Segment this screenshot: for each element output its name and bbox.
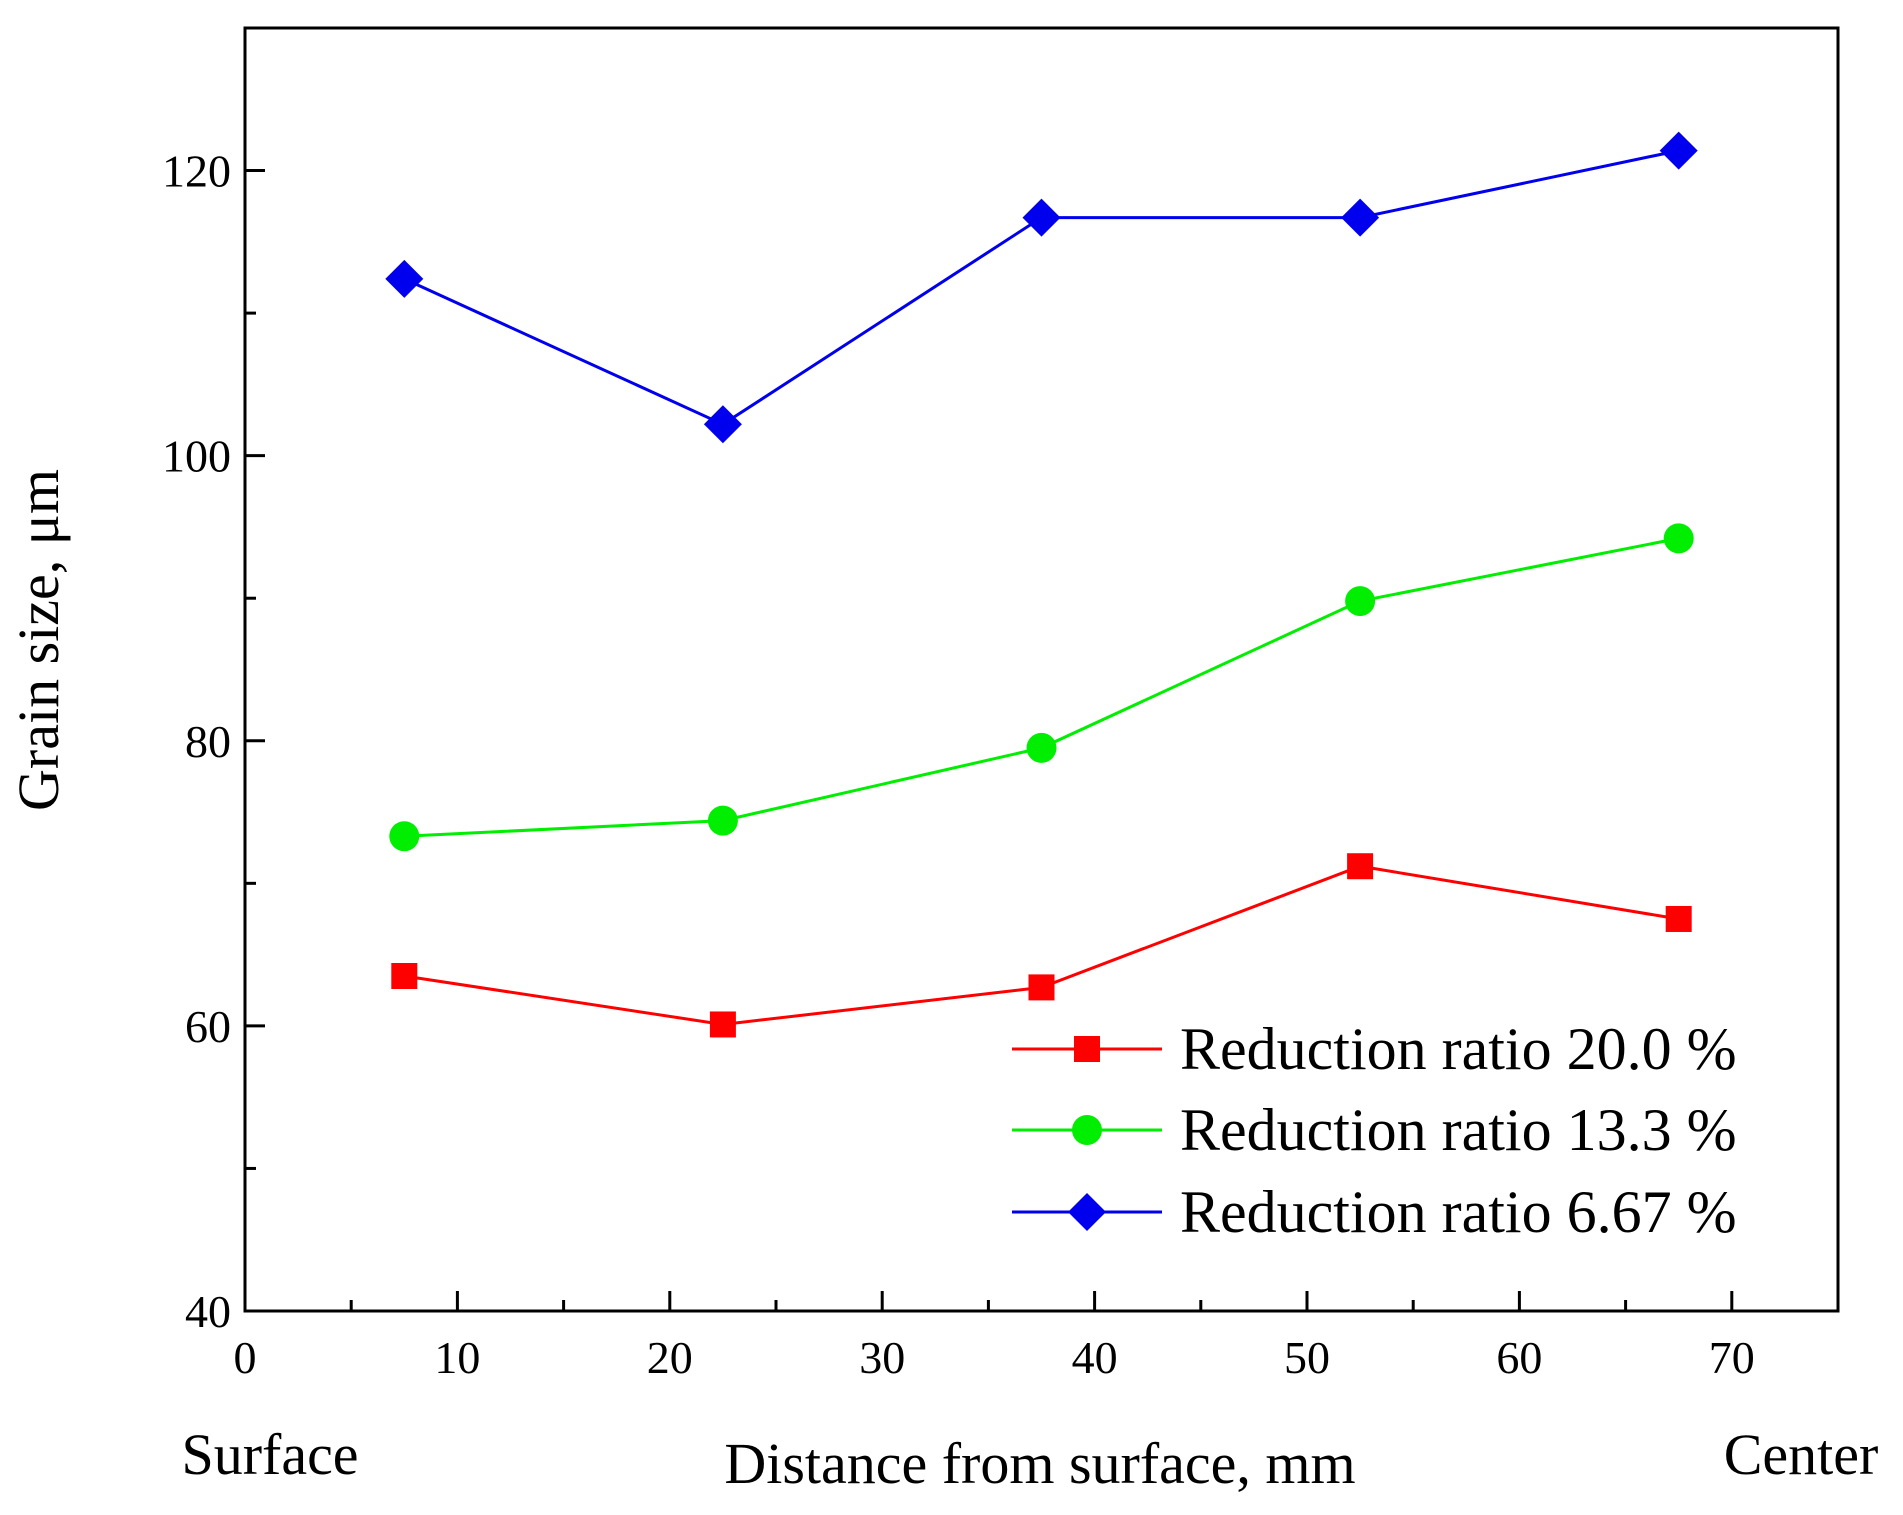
legend-label: Reduction ratio 20.0 % bbox=[1180, 1016, 1737, 1082]
series-layer bbox=[385, 131, 1698, 1038]
legend-marker-square bbox=[1074, 1036, 1100, 1062]
legend: Reduction ratio 20.0 % Reduction ratio 13… bbox=[1012, 1016, 1737, 1245]
series-line bbox=[403, 149, 1680, 427]
legend-label: Reduction ratio 6.67 % bbox=[1180, 1179, 1737, 1245]
data-point-circle bbox=[389, 821, 420, 852]
x-tick-label: 0 bbox=[234, 1332, 257, 1383]
series-circle bbox=[389, 523, 1694, 852]
data-point-diamond bbox=[703, 405, 742, 444]
x-tick-label: 70 bbox=[1709, 1332, 1755, 1383]
series-diamond bbox=[385, 131, 1698, 444]
legend-label: Reduction ratio 13.3 % bbox=[1180, 1097, 1737, 1163]
data-point-diamond bbox=[1341, 198, 1380, 237]
series-line bbox=[404, 536, 1679, 838]
x-tick-label: 10 bbox=[434, 1332, 480, 1383]
x-tick-label: 30 bbox=[859, 1332, 905, 1383]
data-point-diamond bbox=[1659, 131, 1698, 170]
data-point-circle bbox=[1026, 732, 1057, 763]
data-point-circle bbox=[1345, 586, 1376, 617]
plot-frame bbox=[243, 26, 1840, 1313]
data-point-diamond bbox=[1022, 198, 1061, 237]
series-square bbox=[391, 853, 1692, 1038]
legend-marker-diamond bbox=[1068, 1193, 1106, 1231]
x-tick-label: 20 bbox=[647, 1332, 693, 1383]
data-point-square bbox=[1347, 853, 1374, 880]
x-tick-label: 50 bbox=[1284, 1332, 1330, 1383]
legend-marker-circle bbox=[1072, 1115, 1102, 1145]
data-point-diamond bbox=[385, 259, 424, 298]
x-tick-label: 60 bbox=[1496, 1332, 1542, 1383]
x-axis-surface-label: Surface bbox=[181, 1422, 358, 1487]
y-tick-label: 40 bbox=[185, 1286, 231, 1337]
legend-item: Reduction ratio 13.3 % bbox=[1012, 1097, 1737, 1163]
axis-tick-labels: 0 10 20 30 40 50 60 70 40 60 80 100 120 bbox=[162, 146, 1755, 1383]
legend-item: Reduction ratio 6.67 % bbox=[1012, 1179, 1737, 1245]
y-tick-label: 100 bbox=[162, 431, 231, 482]
y-axis-title: Grain size, μm bbox=[6, 469, 71, 811]
axis-ticks bbox=[243, 169, 1734, 1313]
data-point-square bbox=[1028, 974, 1055, 1001]
data-point-square bbox=[709, 1011, 736, 1038]
data-point-circle bbox=[1663, 523, 1694, 554]
x-tick-label: 40 bbox=[1072, 1332, 1118, 1383]
data-point-square bbox=[1665, 905, 1692, 932]
y-tick-label: 120 bbox=[162, 146, 231, 197]
legend-item: Reduction ratio 20.0 % bbox=[1012, 1016, 1737, 1082]
x-axis-center-label: Center bbox=[1724, 1422, 1879, 1487]
y-tick-label: 80 bbox=[185, 716, 231, 767]
data-point-circle bbox=[707, 805, 738, 836]
x-axis-title: Distance from surface, mm bbox=[724, 1431, 1355, 1496]
y-tick-label: 60 bbox=[185, 1001, 231, 1052]
data-point-square bbox=[391, 962, 418, 989]
series-line bbox=[404, 864, 1679, 1026]
